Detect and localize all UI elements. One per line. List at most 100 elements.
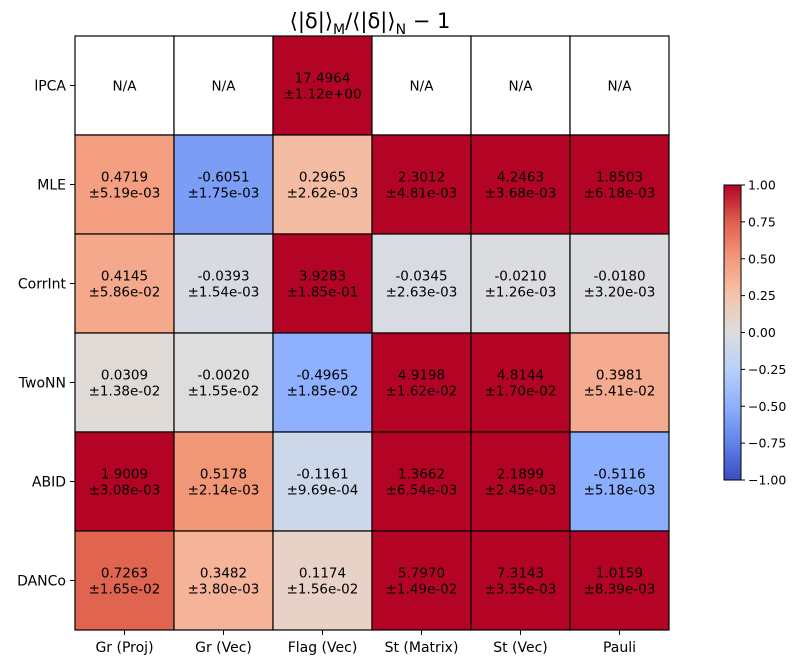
cell-value-label: 5.7970: [398, 566, 445, 582]
column-label: Pauli: [603, 640, 636, 656]
row-label: DANCo: [17, 574, 66, 590]
cell-value-label: 1.3662: [398, 467, 445, 483]
heatmap-cell: [74, 530, 175, 631]
cell-error-label: ±1.85e-01: [287, 285, 359, 301]
row-labels: lPCA MLE CorrInt TwoNN ABID DANCo: [17, 79, 75, 590]
cell-error-label: ±2.14e-03: [188, 483, 260, 499]
cell-value-label: 3.9283: [299, 269, 346, 285]
colorbar-tick-label: 0.25: [748, 288, 776, 303]
cell-error-label: ±2.62e-03: [287, 186, 359, 202]
cell-value-label: N/A: [113, 79, 138, 95]
heatmap-cell: [470, 233, 571, 334]
cell-error-label: ±1.85e-02: [287, 384, 359, 400]
cell-error-label: ±8.39e-03: [584, 582, 656, 598]
cell-error-label: ±3.35e-03: [485, 582, 557, 598]
colorbar-tick-label: −0.50: [748, 399, 786, 414]
cell-error-label: ±1.70e-02: [485, 384, 557, 400]
row-label: ABID: [32, 475, 66, 491]
colorbar-tick-label: 0.75: [748, 214, 776, 229]
heatmap-cell: [371, 134, 472, 235]
cell-error-label: ±1.38e-02: [89, 384, 161, 400]
heatmap-cell: [173, 233, 274, 334]
cell-value-label: 0.4145: [101, 269, 148, 285]
cell-error-label: ±2.63e-03: [386, 285, 458, 301]
cell-value-label: 1.0159: [596, 566, 643, 582]
cell-value-label: 0.3981: [596, 368, 643, 384]
cell-value-label: 2.3012: [398, 170, 445, 186]
cell-value-label: 0.5178: [200, 467, 247, 483]
heatmap-cells: N/A N/A 17.4964±1.12e+00 N/A N/A N/A0.4719±5.…: [74, 35, 670, 631]
column-label: St (Matrix): [385, 640, 459, 656]
cell-error-label: ±1.55e-02: [188, 384, 260, 400]
cell-error-label: ±1.26e-03: [485, 285, 557, 301]
cell-value-label: 1.9009: [101, 467, 148, 483]
colorbar: 1.00 0.75 0.50 0.25 0.00 −0.25 −0.50 −0.75 −1.00: [723, 178, 786, 488]
cell-value-label: 1.8503: [596, 170, 643, 186]
cell-value-label: -0.0345: [395, 269, 447, 285]
cell-error-label: ±2.45e-03: [485, 483, 557, 499]
column-label: St (Vec): [493, 640, 548, 656]
colorbar-tick-label: −0.75: [748, 436, 786, 451]
heatmap-cell: [569, 332, 670, 433]
heatmap-cell: [173, 332, 274, 433]
cell-error-label: ±1.12e+00: [283, 87, 361, 103]
heatmap-cell: [74, 35, 175, 136]
cell-value-label: 2.1899: [497, 467, 544, 483]
chart-title: ⟨|δ|⟩M/⟨|δ|⟩N − 1: [290, 9, 451, 38]
cell-value-label: -0.0393: [197, 269, 249, 285]
column-labels: Gr (Proj) Gr (Vec) Flag (Vec) St (Matrix) St…: [95, 630, 636, 656]
row-label: MLE: [37, 178, 66, 194]
cell-value-label: -0.6051: [197, 170, 249, 186]
row-label: TwoNN: [18, 376, 66, 392]
cell-value-label: 7.3143: [497, 566, 544, 582]
cell-error-label: ±5.19e-03: [89, 186, 161, 202]
cell-value-label: 0.7263: [101, 566, 148, 582]
heatmap-cell: [569, 134, 670, 235]
cell-value-label: 17.4964: [295, 71, 351, 87]
colorbar-tick-label: −1.00: [748, 473, 786, 488]
row-label: lPCA: [34, 79, 66, 95]
heatmap-cell: [272, 35, 373, 136]
cell-error-label: ±3.68e-03: [485, 186, 557, 202]
cell-value-label: 4.8144: [497, 368, 544, 384]
cell-value-label: N/A: [212, 79, 237, 95]
heatmap-cell: [569, 35, 670, 136]
heatmap-cell: [272, 431, 373, 532]
heatmap-cell: [470, 35, 571, 136]
heatmap-cell: [371, 332, 472, 433]
cell-error-label: ±1.65e-02: [89, 582, 161, 598]
cell-value-label: -0.0210: [494, 269, 546, 285]
heatmap-cell: [569, 530, 670, 631]
heatmap-cell: [173, 134, 274, 235]
heatmap-cell: [371, 431, 472, 532]
cell-value-label: -0.5116: [593, 467, 645, 483]
colorbar-gradient: [723, 184, 742, 481]
cell-error-label: ±5.86e-02: [89, 285, 161, 301]
cell-error-label: ±1.56e-02: [287, 582, 359, 598]
column-label: Flag (Vec): [288, 640, 358, 656]
heatmap-cell: [74, 332, 175, 433]
cell-error-label: ±3.08e-03: [89, 483, 161, 499]
heatmap-cell: [74, 233, 175, 334]
cell-value-label: 4.2463: [497, 170, 544, 186]
cell-value-label: 0.4719: [101, 170, 148, 186]
column-label: Gr (Vec): [195, 640, 252, 656]
cell-error-label: ±1.54e-03: [188, 285, 260, 301]
cell-value-label: N/A: [509, 79, 534, 95]
cell-error-label: ±3.80e-03: [188, 582, 260, 598]
cell-error-label: ±6.54e-03: [386, 483, 458, 499]
cell-error-label: ±1.62e-02: [386, 384, 458, 400]
cell-value-label: 4.9198: [398, 368, 445, 384]
colorbar-tick-label: −0.25: [748, 362, 786, 377]
cell-error-label: ±6.18e-03: [584, 186, 656, 202]
cell-value-label: N/A: [410, 79, 435, 95]
heatmap-cell: [371, 233, 472, 334]
cell-error-label: ±9.69e-04: [287, 483, 359, 499]
heatmap-cell: [569, 233, 670, 334]
heatmap-cell: [173, 35, 274, 136]
heatmap-cell: [470, 431, 571, 532]
cell-error-label: ±5.18e-03: [584, 483, 656, 499]
cell-value-label: -0.4965: [296, 368, 348, 384]
cell-value-label: -0.0180: [593, 269, 645, 285]
